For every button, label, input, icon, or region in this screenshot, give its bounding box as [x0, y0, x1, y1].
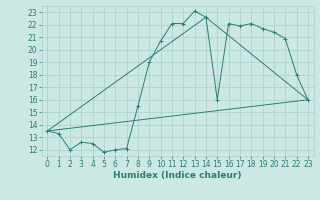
- X-axis label: Humidex (Indice chaleur): Humidex (Indice chaleur): [113, 171, 242, 180]
